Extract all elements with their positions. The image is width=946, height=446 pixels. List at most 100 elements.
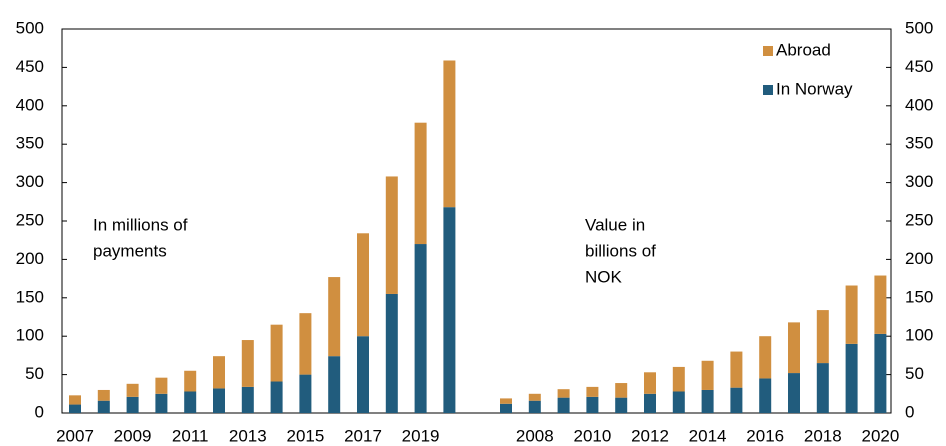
- x-tick-label: 2017: [344, 426, 382, 445]
- x-tick-label: 2014: [689, 426, 727, 445]
- annotation: NOK: [585, 267, 623, 286]
- x-tick-label: 2011: [172, 426, 209, 445]
- bar-segment: [586, 396, 599, 413]
- annotation: payments: [93, 241, 167, 260]
- y-tick-label: 350: [905, 134, 933, 153]
- y-tick-label: 300: [16, 172, 44, 191]
- x-tick-label: 2007: [56, 426, 94, 445]
- y-tick-label: 50: [905, 364, 924, 383]
- bar-segment: [816, 310, 829, 364]
- bar-segment: [730, 387, 743, 413]
- bar-segment: [874, 333, 887, 413]
- bar-segment: [155, 377, 168, 394]
- bar-segment: [385, 293, 398, 413]
- bar-segment: [241, 340, 254, 387]
- bar-segment: [557, 397, 570, 413]
- bar-segment: [184, 370, 197, 392]
- y-tick-label: 200: [905, 249, 933, 268]
- bar-segment: [788, 373, 800, 413]
- x-tick-label: 2009: [114, 426, 152, 445]
- bar-segment: [126, 383, 139, 397]
- y-tick-label: 500: [16, 18, 44, 37]
- y-tick-label: 100: [16, 326, 44, 345]
- bar-segment: [357, 336, 369, 413]
- bar-segment: [155, 393, 168, 413]
- y-tick-label: 50: [25, 364, 44, 383]
- bar-segment: [557, 389, 570, 398]
- bar-segment: [759, 378, 772, 413]
- bar-segment: [816, 363, 829, 413]
- x-tick-label: 2008: [516, 426, 554, 445]
- bar-segment: [414, 244, 427, 413]
- y-tick-label: 250: [16, 210, 44, 229]
- x-tick-label: 2019: [402, 426, 440, 445]
- annotation: In millions of: [93, 215, 188, 234]
- bar-segment: [385, 176, 398, 294]
- y-tick-label: 0: [35, 402, 44, 421]
- x-tick-label: 2012: [631, 426, 669, 445]
- y-tick-label: 150: [905, 287, 933, 306]
- bar-segment: [299, 313, 312, 375]
- bar-segment: [759, 336, 772, 379]
- y-tick-label: 500: [905, 18, 933, 37]
- y-tick-label: 250: [905, 210, 933, 229]
- bar-segment: [241, 386, 254, 413]
- bar-segment: [615, 383, 628, 398]
- bar-segment: [213, 356, 225, 389]
- bar-segment: [874, 275, 887, 334]
- bar-segment: [672, 366, 685, 392]
- y-tick-label: 450: [905, 57, 933, 76]
- bar-segment: [701, 389, 714, 413]
- y-tick-label: 400: [905, 95, 933, 114]
- bar-segment: [845, 343, 858, 413]
- y-tick-label: 350: [16, 134, 44, 153]
- y-tick-label: 100: [905, 326, 933, 345]
- bar-segment: [357, 233, 369, 337]
- bar-segment: [644, 372, 656, 394]
- bar-segment: [443, 60, 456, 208]
- legend-label: Abroad: [776, 40, 831, 59]
- y-tick-label: 150: [16, 287, 44, 306]
- bar-segment: [443, 207, 456, 413]
- bar-segment: [270, 381, 283, 413]
- bar-segment: [845, 285, 858, 344]
- bar-segment: [270, 324, 283, 382]
- bar-segment: [788, 322, 800, 374]
- bar-segment: [644, 393, 656, 413]
- x-tick-label: 2016: [746, 426, 784, 445]
- bar-segment: [184, 391, 197, 413]
- bar-segment: [672, 391, 685, 413]
- bar-segment: [528, 400, 541, 413]
- bar-segment: [97, 389, 110, 401]
- x-tick-label: 2015: [286, 426, 324, 445]
- bar-segment: [500, 403, 512, 413]
- annotation: Value in: [585, 215, 645, 234]
- x-tick-label: 2010: [573, 426, 611, 445]
- x-tick-label: 2020: [861, 426, 899, 445]
- y-tick-label: 400: [16, 95, 44, 114]
- bar-segment: [299, 374, 312, 413]
- bar-segment: [586, 386, 599, 397]
- legend-label: In Norway: [776, 79, 853, 98]
- bar-segment: [701, 360, 714, 390]
- bar-segment: [414, 122, 427, 245]
- bar-segment: [528, 393, 541, 401]
- y-tick-label: 200: [16, 249, 44, 268]
- annotation: billions of: [585, 241, 656, 260]
- legend-swatch: [763, 85, 773, 95]
- bar-segment: [69, 404, 81, 413]
- bar-segment: [126, 396, 139, 413]
- y-tick-label: 0: [905, 402, 914, 421]
- x-tick-label: 2018: [804, 426, 842, 445]
- legend-swatch: [763, 46, 773, 56]
- bar-segment: [730, 351, 743, 388]
- y-tick-label: 450: [16, 57, 44, 76]
- bar-segment: [615, 397, 628, 413]
- bar-segment: [500, 398, 512, 404]
- bar-segment: [69, 395, 81, 405]
- bar-segment: [97, 400, 110, 413]
- bar-segment: [328, 356, 341, 413]
- bar-segment: [213, 388, 225, 413]
- bar-segment: [328, 277, 341, 357]
